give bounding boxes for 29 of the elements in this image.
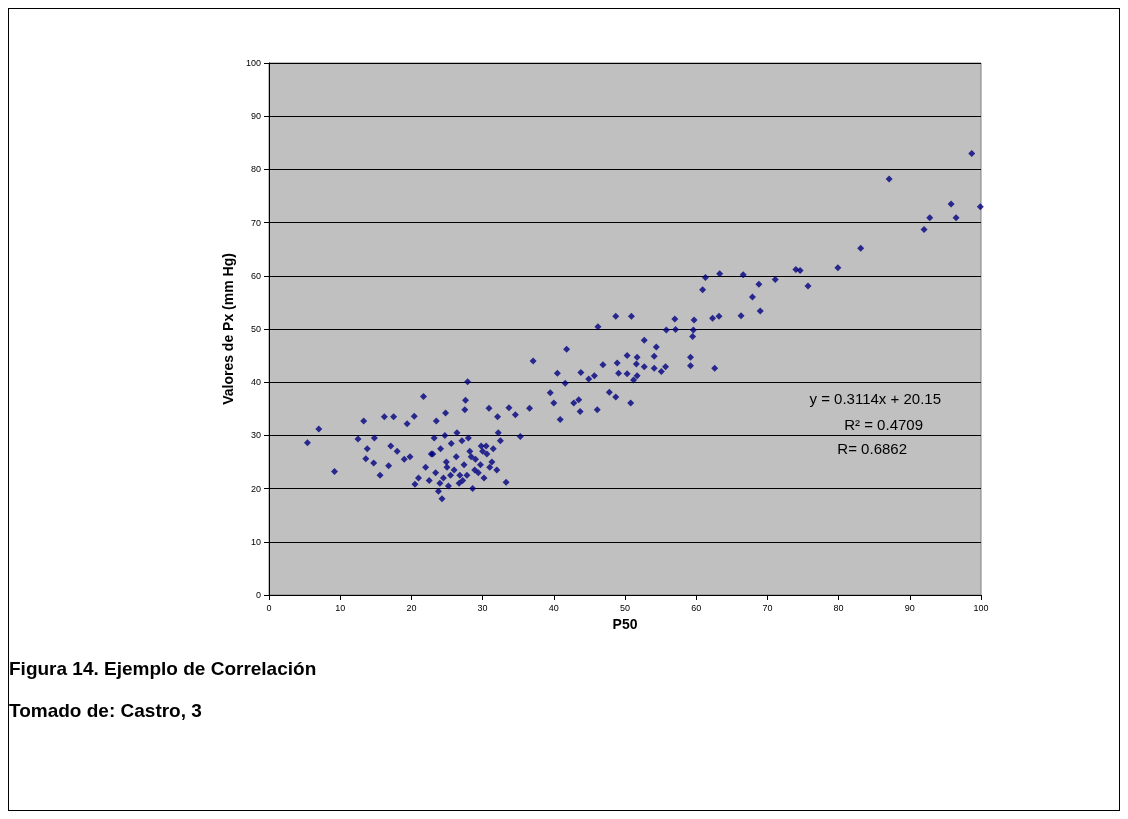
x-tick-label: 90 <box>904 602 915 613</box>
y-tick-label: 80 <box>250 164 261 175</box>
x-tick-label: 70 <box>762 602 773 613</box>
text: Figura 14. Ejemplo de Correlación <box>9 658 317 679</box>
y-tick-label: 0 <box>255 590 261 600</box>
x-tick-label: 20 <box>406 602 417 613</box>
x-tick-label: 30 <box>477 602 488 613</box>
x-tick-label: 0 <box>266 602 272 613</box>
y-tick-label: 70 <box>250 217 261 228</box>
y-tick-label: 60 <box>250 270 261 281</box>
x-tick-label: 10 <box>335 602 346 613</box>
x-tick-label: 50 <box>619 602 631 613</box>
annotation: R= 0.6862 <box>837 440 907 457</box>
y-tick-label: 40 <box>250 377 261 388</box>
y-tick-label: 100 <box>245 58 261 68</box>
y-tick-label: 30 <box>250 430 261 441</box>
x-tick-label: 40 <box>548 602 559 613</box>
x-axis-title: P50 <box>612 616 638 632</box>
text: Tomado de: Castro, 3 <box>9 700 202 721</box>
y-axis-title: Valores de Px (mm Hg) <box>220 253 237 405</box>
annotation: R² = 0.4709 <box>844 416 924 433</box>
y-tick-label: 90 <box>250 111 261 122</box>
y-tick-label: 10 <box>250 536 261 547</box>
x-tick-label: 80 <box>833 602 844 613</box>
x-tick-label: 100 <box>973 602 989 613</box>
annotation: y = 0.3114x + 20.15 <box>809 390 942 407</box>
y-tick-label: 20 <box>250 483 261 494</box>
y-tick-label: 50 <box>250 324 261 334</box>
x-tick-label: 60 <box>691 602 702 613</box>
